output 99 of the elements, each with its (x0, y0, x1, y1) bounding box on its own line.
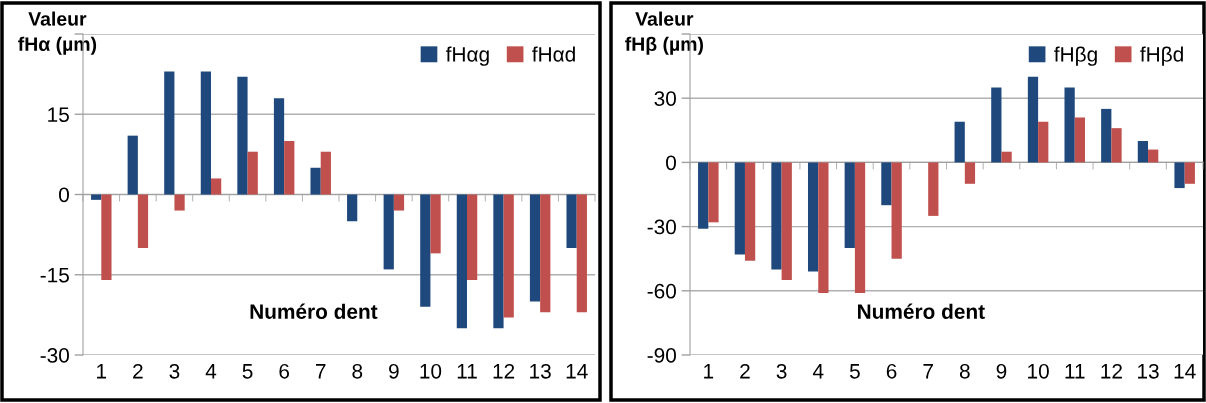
bar (1064, 87, 1075, 163)
x-tick-label: 8 (959, 363, 970, 379)
bar (91, 194, 102, 200)
bar (247, 151, 258, 195)
bar (1001, 151, 1012, 163)
x-tick-label: 13 (530, 363, 551, 379)
y-tick-label: 30 (654, 91, 676, 106)
y-tick-label: -15 (40, 267, 69, 283)
x-tick-label: 2 (740, 363, 750, 379)
bar (781, 162, 792, 281)
y-tick-label: 0 (59, 187, 69, 203)
bar (529, 194, 541, 302)
bar (708, 162, 719, 223)
bar (320, 151, 331, 195)
legend-label: fHαg (445, 46, 489, 66)
bar (1038, 121, 1049, 163)
bar (928, 162, 939, 216)
bar (1148, 149, 1159, 163)
bar (891, 162, 902, 259)
x-tick-label: 1 (704, 364, 714, 379)
bar (1101, 108, 1112, 163)
x-tick-label: 12 (493, 363, 515, 379)
bar (456, 194, 467, 329)
x-tick-label: 11 (457, 364, 477, 379)
bar (493, 194, 504, 329)
bar (174, 194, 185, 211)
x-tick-label: 6 (886, 363, 897, 379)
x-tick-label: 14 (566, 364, 588, 379)
x-tick-label: 4 (205, 364, 217, 379)
x-tick-label: 11 (1065, 364, 1085, 379)
bar (127, 135, 138, 195)
y-axis-title: Valeur fHα (µm) (18, 11, 97, 55)
x-tick-label: 3 (169, 363, 180, 379)
x-tick-label: 10 (1028, 363, 1049, 379)
bar (1184, 162, 1195, 184)
bar (1111, 128, 1122, 163)
x-tick-label: 1 (97, 364, 107, 379)
x-tick-label: 5 (849, 364, 860, 379)
x-tick-label: 10 (420, 363, 442, 379)
bar (200, 71, 211, 195)
bar (854, 162, 866, 293)
bar (467, 194, 478, 281)
bar (807, 162, 819, 272)
bar (991, 87, 1002, 163)
bar (881, 162, 892, 206)
bar (101, 194, 112, 281)
bar (284, 141, 295, 195)
bar (137, 194, 149, 248)
bar (273, 98, 285, 195)
x-tick-label: 13 (1138, 363, 1159, 379)
y-tick-label: -90 (647, 348, 676, 363)
x-tick-label: 12 (1101, 363, 1122, 379)
bar (383, 194, 394, 270)
bar (818, 162, 829, 293)
x-tick-label: 6 (279, 363, 290, 379)
x-tick-label: 9 (996, 363, 1007, 379)
x-tick-label: 5 (242, 364, 253, 379)
x-tick-label: 7 (923, 364, 933, 379)
bar (237, 76, 248, 195)
bar (1074, 117, 1086, 163)
x-tick-label: 14 (1174, 364, 1196, 379)
x-axis-title: Numéro dent (858, 303, 985, 319)
bar (771, 162, 782, 270)
y-tick-label: -30 (40, 348, 69, 363)
bar (430, 194, 441, 254)
x-tick-label: 2 (133, 363, 143, 379)
bar (844, 162, 855, 248)
bar (420, 194, 431, 307)
bar (734, 162, 745, 255)
bar (566, 194, 577, 248)
legend-label: fHβd (1140, 46, 1183, 66)
bar (347, 194, 358, 222)
bar (310, 167, 321, 195)
legend-label: fHαd (532, 46, 575, 62)
bar (954, 121, 965, 163)
y-tick-label: -60 (647, 283, 676, 299)
x-tick-label: 3 (776, 363, 787, 379)
bar (540, 194, 551, 313)
bar (1027, 76, 1039, 163)
bar (964, 162, 976, 184)
bar (503, 194, 514, 318)
bar (576, 194, 587, 313)
y-tick-label: 15 (48, 107, 69, 122)
x-axis-title: Numéro dent (250, 303, 378, 319)
bar (164, 71, 175, 195)
bar (744, 162, 756, 261)
x-tick-label: 9 (389, 363, 399, 379)
x-tick-label: 7 (315, 364, 326, 379)
x-tick-label: 4 (812, 364, 824, 379)
y-tick-label: -30 (647, 219, 676, 235)
bar (698, 162, 709, 229)
bar (1174, 162, 1185, 189)
y-tick-label: 0 (666, 155, 676, 171)
bar (211, 178, 222, 195)
bar (1137, 141, 1149, 163)
legend-label: fHβg (1054, 46, 1097, 66)
bar (393, 194, 405, 211)
x-tick-label: 8 (352, 363, 363, 379)
y-axis-title: Valeur fHβ (µm) (625, 11, 703, 55)
